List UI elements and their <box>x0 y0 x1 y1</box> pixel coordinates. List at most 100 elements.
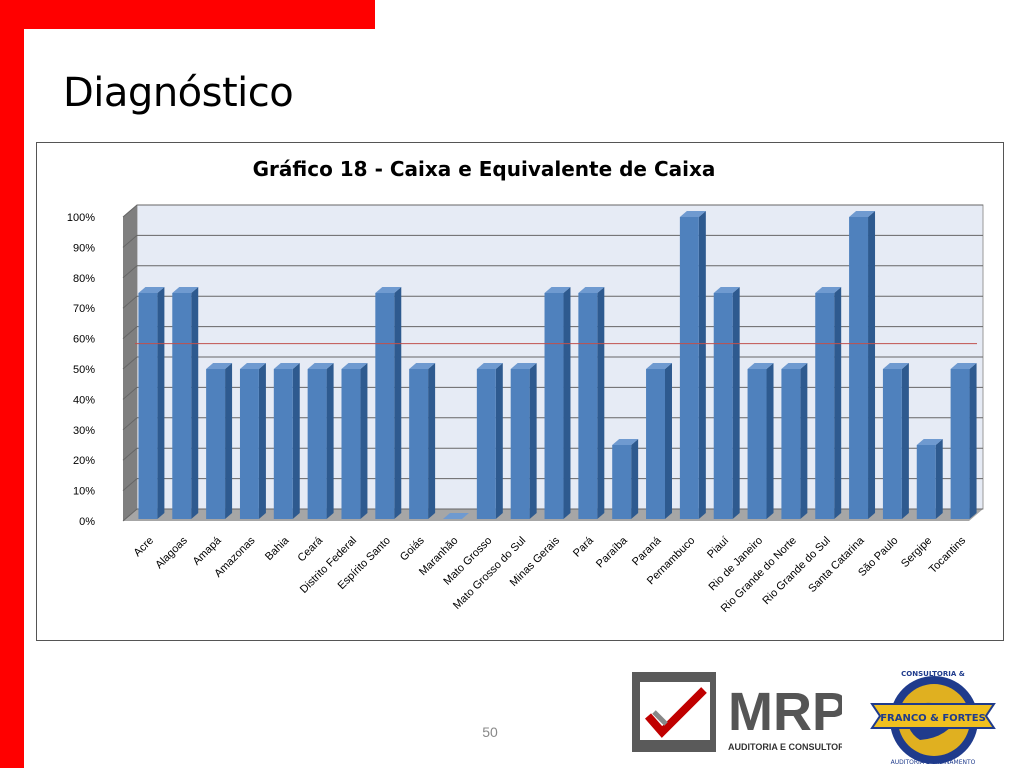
accent-bar-top <box>0 0 375 29</box>
y-tick-label: 30% <box>73 425 95 437</box>
bar <box>646 369 665 519</box>
gridline-side <box>122 204 138 218</box>
x-tick-label: Paraíba <box>594 534 630 570</box>
bar <box>206 369 226 519</box>
bar <box>476 369 496 519</box>
gridline-side <box>122 356 138 370</box>
y-tick-label: 50% <box>73 364 95 376</box>
bar-side <box>868 211 876 519</box>
page-title: Diagnóstico <box>63 70 294 116</box>
bar-side <box>901 363 909 519</box>
bar-side <box>800 363 808 519</box>
bar-top <box>747 363 774 369</box>
bar-top <box>544 287 571 293</box>
bar-side <box>495 363 503 519</box>
gridline-side <box>122 508 138 522</box>
bar-top <box>679 211 706 217</box>
y-tick-label: 70% <box>73 303 95 315</box>
y-tick-label: 80% <box>73 273 95 285</box>
bar <box>172 293 192 519</box>
accent-bar-left <box>0 0 24 768</box>
bar-chart: 0% 10% 20% 30% 40% 50% 60% 70% 80% 90% 100% AcreAla… <box>67 204 984 615</box>
bar-side <box>360 363 368 519</box>
bar <box>273 369 293 519</box>
bar-side <box>191 287 199 519</box>
bar <box>950 369 970 519</box>
bar-side <box>766 363 774 519</box>
bar-top <box>239 363 266 369</box>
bar <box>375 293 395 519</box>
mrp-logo: MRP AUDITORIA E CONSULTORIA <box>632 672 842 752</box>
bar-side <box>969 363 977 519</box>
y-tick-label: 20% <box>73 455 95 467</box>
bar <box>781 369 801 519</box>
bar-top <box>307 363 334 369</box>
mrp-logo-name: MRP <box>728 682 842 742</box>
y-tick-label: 90% <box>73 242 95 254</box>
franco-fortes-logo: FRANCO & FORTES CONSULTORIA & AUDITORIA … <box>870 670 996 766</box>
bar <box>849 217 869 519</box>
bar-side <box>563 287 571 519</box>
x-tick-label: Acre <box>132 535 156 559</box>
bar <box>510 369 530 519</box>
bar-side <box>428 363 436 519</box>
bar-side <box>935 439 943 519</box>
bar <box>747 369 767 519</box>
bar-top <box>882 363 909 369</box>
bar-top <box>206 363 233 369</box>
bar <box>916 445 936 519</box>
bar-top <box>916 439 943 445</box>
bar-side <box>225 363 233 519</box>
x-tick-label: Goiás <box>398 534 427 563</box>
x-tick-label: Paraná <box>630 534 664 568</box>
bar <box>679 217 699 519</box>
bar-side <box>157 287 165 519</box>
y-tick-label: 100% <box>67 212 95 224</box>
y-tick-label: 0% <box>79 516 95 528</box>
page-number: 50 <box>482 724 498 740</box>
franco-logo-name: FRANCO & FORTES <box>880 713 986 724</box>
bar-top <box>409 363 436 369</box>
bar-top <box>172 287 199 293</box>
bar-side <box>597 287 605 519</box>
bar-top <box>375 287 402 293</box>
x-tick-label: Alagoas <box>153 534 190 571</box>
bar-top <box>476 363 503 369</box>
bar-side <box>529 363 537 519</box>
y-tick-label: 60% <box>73 334 95 346</box>
bar <box>578 293 598 519</box>
bar-top <box>849 211 876 217</box>
bar <box>138 293 158 519</box>
bar-top <box>443 513 469 519</box>
gridline-side <box>122 326 138 339</box>
gridline-side <box>122 478 138 491</box>
x-tick-label: Bahia <box>263 534 292 563</box>
bar-top <box>510 363 537 369</box>
bar <box>409 369 429 519</box>
bar-top <box>273 363 300 369</box>
bar-side <box>698 211 706 519</box>
bar-top <box>612 439 639 445</box>
bar-top <box>138 287 165 293</box>
bar <box>341 369 361 519</box>
bar-top <box>578 287 605 293</box>
franco-logo-bottom: AUDITORIA E TREINAMENTO <box>891 759 976 766</box>
bar-top <box>815 287 842 293</box>
franco-logo-top: CONSULTORIA & <box>901 670 965 678</box>
bar-side <box>664 363 672 519</box>
y-tick-label: 10% <box>73 486 95 498</box>
bar-side <box>326 363 334 519</box>
gridline-side <box>122 265 138 279</box>
bar-side <box>834 287 842 519</box>
x-tick-label: Amapá <box>191 534 225 568</box>
bar-side <box>292 363 300 519</box>
bar-side <box>631 439 639 519</box>
x-tick-label: Pará <box>571 534 597 560</box>
x-tick-label: Ceará <box>296 534 326 564</box>
bar <box>713 293 733 519</box>
gridline-side <box>122 387 138 400</box>
bar <box>307 369 327 519</box>
chart-title: Gráfico 18 - Caixa e Equivalente de Caix… <box>252 157 716 181</box>
bar <box>544 293 564 519</box>
gridline-side <box>122 295 138 309</box>
